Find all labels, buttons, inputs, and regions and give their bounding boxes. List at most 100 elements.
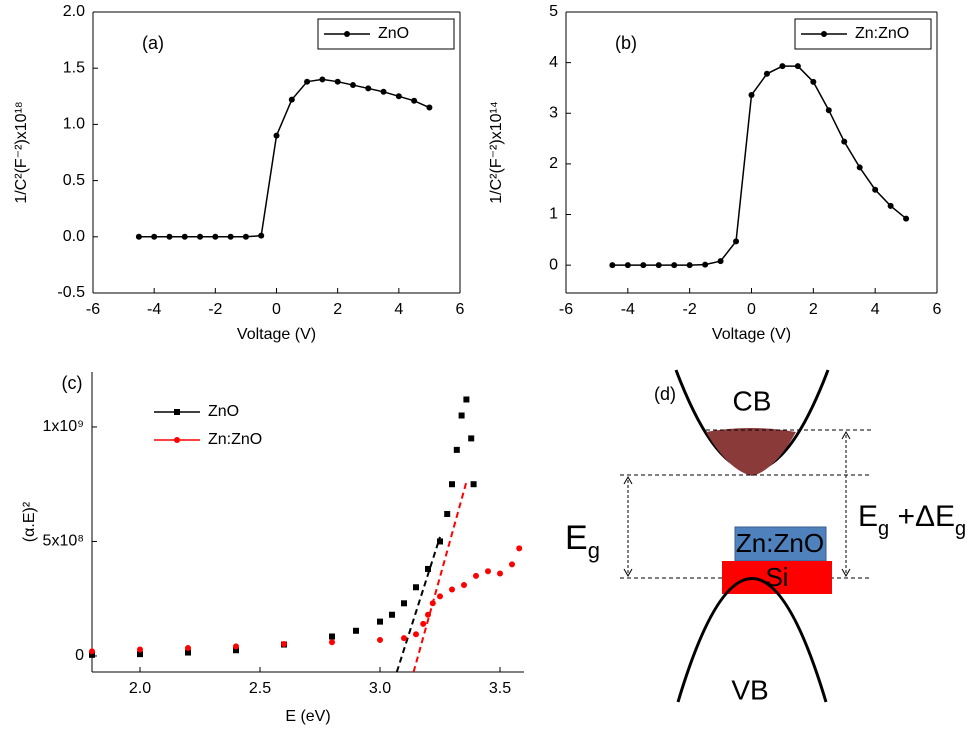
gap-sub: g: [955, 518, 966, 540]
x-tick-label: -4: [147, 301, 161, 318]
y-tick-label: 1: [549, 206, 558, 223]
arrow-head: [841, 430, 851, 578]
data-point: [426, 104, 433, 111]
gap-text: E: [565, 519, 588, 557]
data-point: [449, 586, 455, 593]
data-point: [856, 164, 863, 171]
vb-curve: [676, 577, 828, 703]
data-point: [640, 262, 647, 269]
series-line: [138, 78, 430, 238]
data-point: [763, 70, 770, 77]
data-point: [779, 63, 786, 70]
data-point: [185, 644, 191, 651]
y-tick-label: 1x10⁹: [42, 418, 84, 435]
data-point: [686, 262, 693, 269]
y-axis-label: 1/C²(F⁻²)x10¹⁴: [488, 101, 505, 204]
gap-sub: g: [588, 538, 600, 563]
data-point: [463, 396, 470, 403]
legend-label: Zn:ZnO: [855, 25, 909, 42]
data-point: [624, 262, 631, 269]
x-axis-label: Voltage (V): [712, 326, 791, 343]
data-point: [365, 85, 372, 92]
data-point: [181, 233, 188, 240]
data-point: [485, 568, 491, 575]
data-point: [413, 631, 419, 638]
x-tick-label: 2: [333, 301, 342, 318]
data-point: [377, 618, 383, 625]
data-point: [395, 93, 402, 100]
y-tick-label: 1.5: [63, 59, 85, 76]
carrier-fill: [706, 428, 796, 476]
panel-label: (c): [62, 373, 83, 393]
data-point: [841, 138, 848, 145]
gap-text: E: [858, 500, 878, 533]
data-point: [233, 643, 239, 650]
data-point: [825, 107, 832, 114]
data-point: [794, 63, 801, 70]
data-point: [468, 435, 475, 442]
x-tick-label: 2.0: [129, 680, 151, 697]
panel-label: (b): [615, 33, 637, 53]
gap-label: Eg +ΔEg: [858, 500, 966, 540]
data-point: [497, 570, 503, 577]
legend-label: ZnO: [378, 25, 409, 42]
data-point: [453, 446, 460, 453]
data-point: [137, 651, 143, 658]
x-tick-label: 2: [809, 301, 818, 318]
x-tick-label: -6: [86, 301, 100, 318]
data-point: [655, 262, 662, 269]
data-point: [702, 261, 709, 268]
data-point: [281, 641, 287, 648]
data-point: [166, 233, 173, 240]
y-tick-label: 0.0: [63, 228, 85, 245]
x-axis-label: Voltage (V): [237, 326, 316, 343]
data-point: [353, 627, 359, 634]
legend-marker: [821, 31, 827, 37]
legend-marker: [174, 409, 180, 415]
x-axis-label: E (eV): [285, 708, 330, 725]
data-point: [135, 233, 142, 240]
data-point: [810, 78, 817, 85]
legend-label: Zn:ZnO: [208, 431, 262, 448]
y-tick-label: 4: [549, 54, 558, 71]
x-tick-label: 6: [456, 301, 465, 318]
data-point: [449, 481, 455, 488]
band-label: VB: [731, 674, 768, 705]
data-point: [380, 88, 387, 95]
data-point: [516, 545, 523, 552]
data-point: [319, 76, 326, 83]
data-point: [609, 262, 616, 269]
band-label: CB: [733, 385, 772, 416]
y-tick-label: 0: [75, 647, 84, 664]
x-tick-label: 2.5: [249, 680, 271, 697]
y-tick-label: 0: [549, 256, 558, 273]
x-tick-label: 3.0: [369, 680, 391, 697]
y-tick-label: 5: [549, 3, 558, 20]
data-point: [733, 238, 740, 245]
x-tick-label: -4: [621, 301, 635, 318]
data-point: [197, 233, 204, 240]
data-point: [377, 636, 383, 643]
data-point: [444, 510, 451, 517]
gap-sub: g: [878, 518, 889, 540]
data-point: [717, 258, 724, 265]
legend-label: ZnO: [208, 403, 239, 420]
data-point: [334, 78, 341, 85]
y-tick-label: 2: [549, 155, 558, 172]
arrow-head: [623, 475, 633, 578]
data-point: [425, 565, 431, 572]
data-point: [461, 581, 467, 588]
data-point: [227, 233, 234, 240]
fit-line: [412, 481, 468, 673]
layer-label: Si: [765, 562, 788, 592]
data-point: [304, 78, 311, 85]
fit-line: [395, 536, 441, 673]
y-tick-label: 5x10⁸: [43, 533, 84, 550]
data-point: [473, 572, 479, 579]
data-point: [151, 233, 158, 240]
data-point: [887, 202, 894, 209]
y-axis-label: 1/C²(F⁻²)x10¹⁸: [13, 101, 30, 203]
data-point: [872, 186, 879, 193]
x-tick-label: -2: [683, 301, 697, 318]
